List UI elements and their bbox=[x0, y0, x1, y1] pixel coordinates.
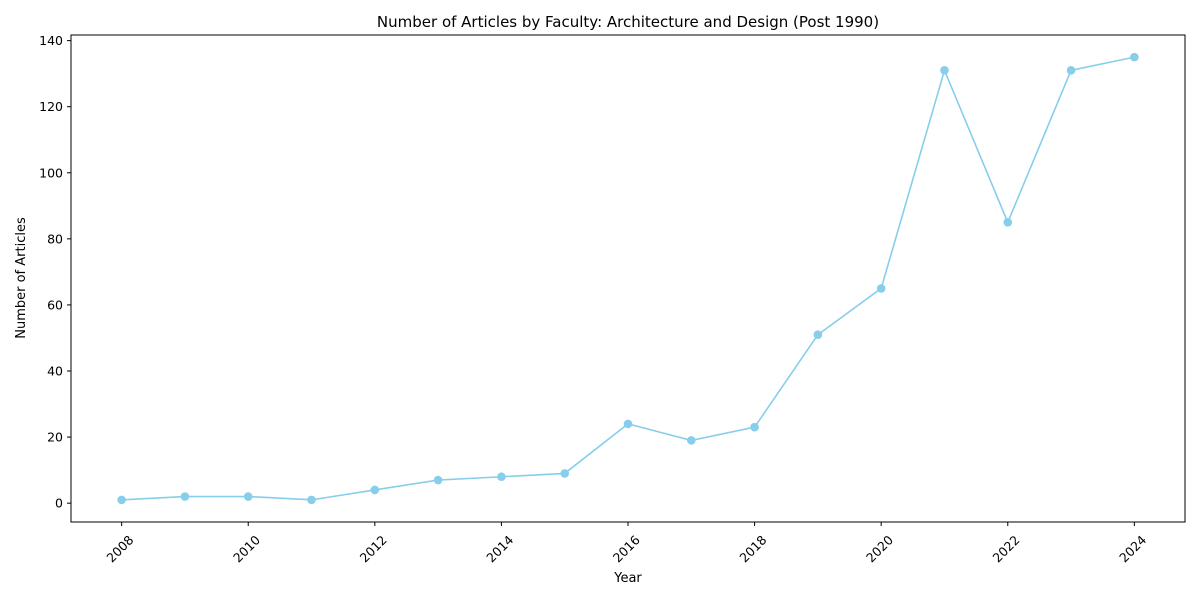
data-point bbox=[1066, 66, 1076, 75]
series-layer bbox=[117, 52, 1139, 505]
x-axis-label: Year bbox=[613, 571, 642, 586]
data-point bbox=[1130, 52, 1139, 62]
y-tick-label: 20 bbox=[47, 430, 63, 445]
x-tick-label: 2012 bbox=[357, 532, 390, 565]
data-point bbox=[560, 469, 570, 478]
y-tick-label: 40 bbox=[47, 364, 63, 379]
x-tick-label: 2022 bbox=[990, 532, 1023, 565]
x-tick-label: 2010 bbox=[230, 532, 263, 565]
y-axis: 0 20 40 60 80 100 120 140 bbox=[39, 33, 71, 511]
data-point bbox=[686, 436, 696, 445]
plot-area bbox=[70, 34, 1186, 523]
chart-title: Number of Articles by Faculty: Architect… bbox=[377, 13, 879, 31]
data-point bbox=[623, 419, 633, 429]
x-tick-label: 2020 bbox=[863, 532, 896, 565]
y-tick-label: 140 bbox=[39, 33, 63, 48]
x-axis: 2008 2010 2012 2014 2016 2018 2020 2022 2024 bbox=[103, 522, 1149, 565]
data-point bbox=[180, 492, 190, 501]
data-point bbox=[433, 475, 443, 485]
data-point bbox=[497, 472, 506, 482]
x-tick-label: 2016 bbox=[610, 532, 643, 565]
data-point bbox=[813, 330, 823, 339]
data-point bbox=[370, 485, 380, 495]
data-point bbox=[243, 492, 253, 501]
x-tick-label: 2018 bbox=[736, 532, 769, 565]
y-tick-label: 60 bbox=[47, 297, 63, 312]
x-tick-label: 2008 bbox=[103, 532, 136, 565]
data-point bbox=[876, 284, 886, 293]
data-point bbox=[750, 422, 759, 432]
x-tick-label: 2014 bbox=[483, 532, 516, 565]
y-tick-label: 100 bbox=[39, 165, 63, 180]
y-tick-label: 120 bbox=[39, 99, 63, 114]
data-point bbox=[117, 495, 126, 505]
data-point bbox=[307, 495, 316, 505]
data-point bbox=[1003, 218, 1013, 227]
y-tick-label: 0 bbox=[55, 496, 63, 511]
data-point bbox=[940, 66, 949, 75]
series-line bbox=[121, 56, 1135, 501]
x-tick-label: 2024 bbox=[1116, 532, 1149, 565]
y-axis-label: Number of Articles bbox=[14, 217, 29, 339]
y-tick-label: 80 bbox=[47, 231, 63, 246]
